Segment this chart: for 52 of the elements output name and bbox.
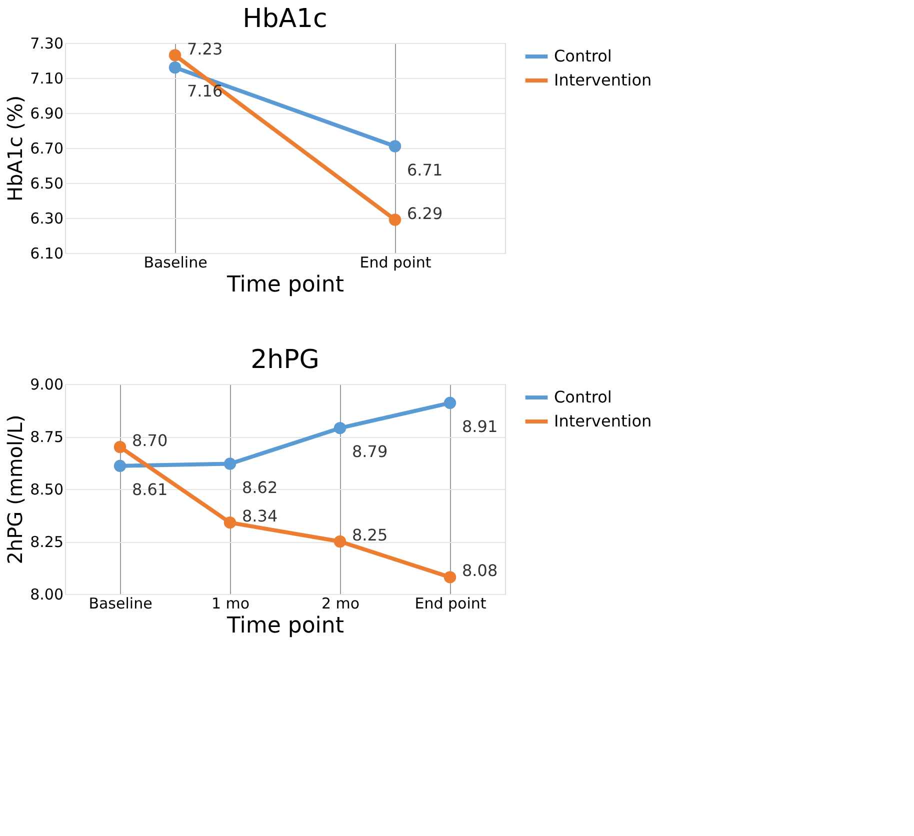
x-axis-title: Time point [226,272,344,298]
chart-title: 2hPG [250,345,320,375]
y-tick-label: 8.75 [30,428,64,446]
y-tick-label: 8.00 [30,586,64,604]
data-label: 8.62 [242,478,278,497]
point [224,516,236,529]
x-tick-label: 1 mo [211,594,250,612]
y-tick-label: 6.30 [30,210,64,228]
data-label: 8.91 [462,416,498,436]
point [224,458,236,470]
data-label: 8.34 [242,506,278,526]
y-axis-title: HbA1c (%) [3,95,28,202]
x-tick-label: Baseline [88,594,152,612]
y-tick-label: 6.10 [30,244,64,262]
x-tick-label: Baseline [144,254,208,272]
data-label: 8.79 [352,442,388,462]
data-label: 7.16 [187,82,223,100]
point [334,535,346,548]
x-tick-label: End point [360,254,432,272]
chart-title: HbA1c [242,4,328,34]
x-axis-title: Time point [226,614,344,638]
y-tick-label: 8.50 [30,480,64,498]
legend-label: Intervention [554,70,652,90]
point [114,440,126,454]
point [388,214,402,226]
point [444,571,456,584]
y-axis-title: 2hPG (mmol/L) [3,414,28,564]
point [388,140,402,152]
x-tick-label: End point [414,594,486,612]
legend-label: Intervention [554,412,652,430]
y-tick-label: 6.90 [30,104,64,122]
y-tick-label: 7.10 [30,70,64,88]
point [168,49,182,62]
point [334,422,346,434]
y-tick-label: 7.30 [30,34,64,52]
data-label: 8.25 [352,526,388,544]
data-label: 6.71 [407,160,443,180]
y-tick-label: 6.50 [30,174,64,192]
data-label: 8.08 [462,561,498,580]
data-label: 7.23 [187,39,223,58]
legend-label: Control [554,46,612,66]
y-tick-label: 9.00 [30,376,64,394]
point [168,61,182,74]
legend-label: Control [554,388,612,406]
point [114,460,126,472]
data-label: 8.61 [132,480,168,499]
data-label: 6.29 [407,204,443,223]
y-tick-label: 6.70 [30,140,64,158]
data-label: 8.70 [132,431,168,450]
y-tick-label: 8.25 [30,533,64,551]
point [444,396,456,410]
x-tick-label: 2 mo [321,594,360,612]
